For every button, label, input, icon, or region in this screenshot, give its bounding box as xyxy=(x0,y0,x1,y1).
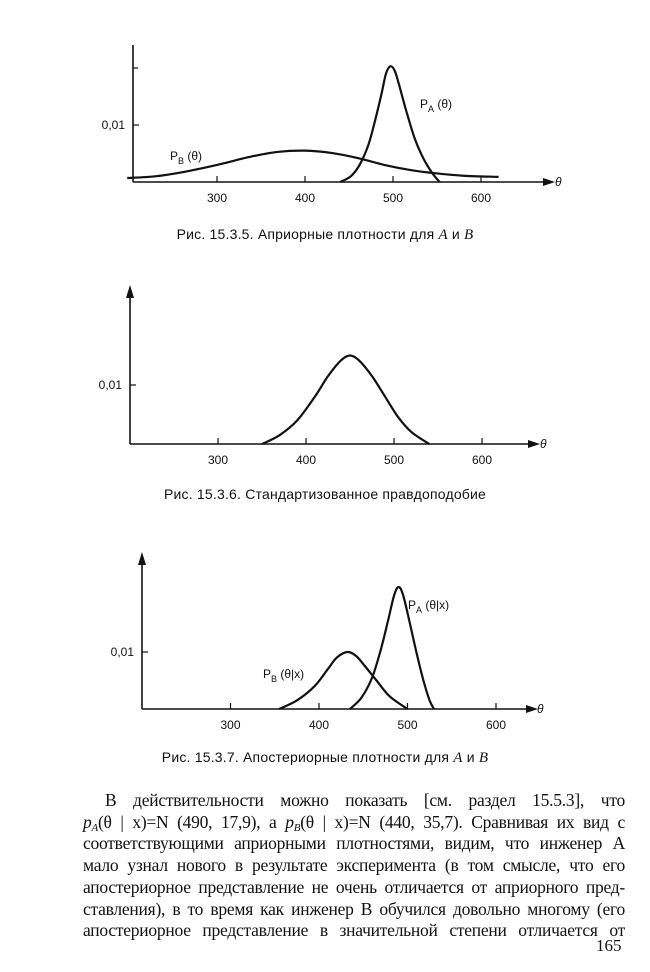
label-sub: B xyxy=(178,156,184,166)
label-main: P xyxy=(263,667,271,681)
x-axis-arrow-icon xyxy=(543,178,555,186)
x-tick-label: 300 xyxy=(208,453,228,467)
math-text: (θ | x)=N (490, 17,9), а xyxy=(97,811,286,832)
x-tick-label: 600 xyxy=(486,718,506,732)
y-axis-arrow-icon xyxy=(126,285,134,298)
series-label: PB (θ) xyxy=(170,149,202,166)
caption-text: Рис. 15.3.5. Априорные плотности для xyxy=(176,226,439,242)
label-arg: (θ) xyxy=(434,97,452,111)
label-arg: (θ|x) xyxy=(277,667,304,681)
series-label: PA (θ) xyxy=(420,97,452,114)
label-main: P xyxy=(420,97,428,111)
series-curve-a xyxy=(349,585,436,710)
caption-text: и xyxy=(462,749,479,765)
x-tick-label: 500 xyxy=(383,191,403,205)
page-number: 165 xyxy=(596,936,622,955)
x-tick-label: 300 xyxy=(207,191,227,205)
x-tick-label: 400 xyxy=(309,718,329,732)
math-sub: A xyxy=(91,821,99,834)
caption-fig-15-3-5: Рис. 15.3.5. Априорные плотности для A и… xyxy=(0,226,650,244)
series-curve-likelihood xyxy=(261,354,430,445)
label-arg: (θ) xyxy=(184,149,202,163)
math-sub: B xyxy=(293,821,301,834)
x-axis-label: θ xyxy=(555,175,562,189)
math-text: (θ | x)=N (440, 35,7). Сравнивая их вид … xyxy=(300,811,625,832)
x-axis-label: θ xyxy=(540,437,547,451)
caption-var-b: B xyxy=(478,750,489,766)
caption-fig-15-3-7: Рис. 15.3.7. Апостериорные плотности для… xyxy=(0,749,650,767)
paragraph-line: pA(θ | x)=N (490, 17,9), а pB(θ | x)=N (… xyxy=(83,812,625,834)
paragraph-line: В действительности можно показать [см. р… xyxy=(105,790,625,810)
x-tick-label: 600 xyxy=(472,453,492,467)
label-main: P xyxy=(408,598,416,612)
paragraph-line: апостериорное представление не очень отл… xyxy=(83,876,625,897)
y-tick-label: 0,01 xyxy=(99,378,123,392)
series-label: PA (θ|x) xyxy=(408,598,449,615)
label-main: P xyxy=(170,149,178,163)
body-paragraph: В действительности можно показать [см. р… xyxy=(83,790,625,942)
chart-2: θ 300 400 500 600 0,01 xyxy=(99,285,547,467)
caption-fig-15-3-6: Рис. 15.3.6. Стандартизованное правдопод… xyxy=(163,486,487,502)
x-tick-label: 500 xyxy=(384,453,404,467)
math-p: p xyxy=(285,811,294,832)
y-tick-label: 0,01 xyxy=(111,645,135,659)
math-p: p xyxy=(83,811,92,832)
x-tick-label: 500 xyxy=(397,718,417,732)
caption-text: и xyxy=(447,226,465,242)
x-axis-arrow-icon xyxy=(528,440,540,448)
paragraph-line: апостериорное представление в значительн… xyxy=(83,920,625,941)
y-axis-arrow-icon xyxy=(138,552,146,565)
series-curve-b xyxy=(127,149,499,180)
x-tick-label: 400 xyxy=(295,191,315,205)
x-axis-arrow-icon xyxy=(526,705,538,713)
label-sub: B xyxy=(271,674,277,684)
paragraph-line: соответствующими априорными плотностями,… xyxy=(83,833,625,854)
paragraph-line: ставления), в то время как инженер B обу… xyxy=(83,898,625,919)
x-axis-label: θ xyxy=(537,702,544,716)
label-sub: A xyxy=(428,104,434,114)
x-tick-label: 400 xyxy=(296,453,316,467)
y-tick-label: 0,01 xyxy=(102,118,126,132)
series-curve-b xyxy=(278,650,409,710)
label-sub: A xyxy=(416,605,422,615)
caption-var-b: B xyxy=(464,227,474,243)
caption-var-a: A xyxy=(453,750,463,766)
x-tick-label: 300 xyxy=(220,718,240,732)
series-label: PB (θ|x) xyxy=(263,667,304,684)
caption-text: Рис. 15.3.7. Апостериорные плотности для xyxy=(161,749,454,765)
caption-var-a: A xyxy=(438,227,448,243)
label-arg: (θ|x) xyxy=(422,598,449,612)
paragraph-line: мало узнал нового в результате экспериме… xyxy=(83,855,625,876)
x-tick-label: 600 xyxy=(471,191,491,205)
series-curve-a xyxy=(339,65,441,183)
